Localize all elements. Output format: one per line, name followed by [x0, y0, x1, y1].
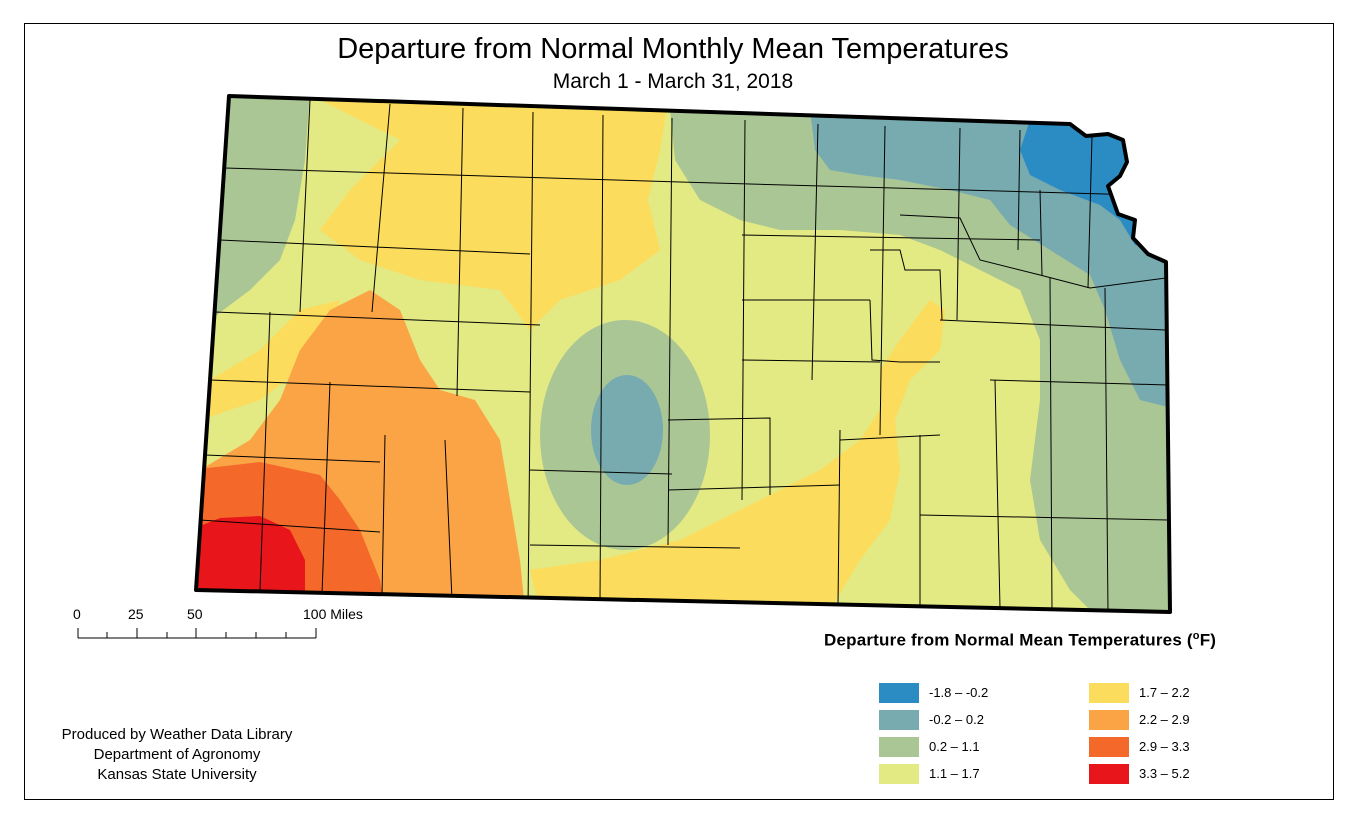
- legend-title-text: Departure from Normal Mean Temperatures …: [824, 630, 1193, 650]
- map-title: Departure from Normal Monthly Mean Tempe…: [337, 33, 1009, 65]
- legend-label: -1.8 – -0.2: [929, 685, 989, 700]
- legend-unit: F): [1199, 630, 1217, 650]
- legend-degree-symbol: o: [1192, 630, 1200, 642]
- legend-label: 3.3 – 5.2: [1139, 766, 1190, 781]
- legend-swatch: [1089, 683, 1129, 703]
- zone-1-7-to-2-2-north: [300, 96, 670, 330]
- legend-swatch: [879, 764, 919, 784]
- credit-line-university: Kansas State University: [97, 766, 257, 783]
- zone-3-3-to-5-2: [196, 516, 305, 600]
- legend-title: Departure from Normal Mean Temperatures …: [824, 630, 1216, 651]
- scale-bar: [77, 628, 317, 639]
- legend-label: 1.7 – 2.2: [1139, 685, 1190, 700]
- legend-swatch: [879, 710, 919, 730]
- zone-neg-0-2-to-0-2-central: [591, 375, 663, 485]
- legend-swatch: [1089, 764, 1129, 784]
- legend-swatch: [879, 737, 919, 757]
- legend-label: 2.2 – 2.9: [1139, 712, 1190, 727]
- county-lines: [199, 99, 1169, 612]
- scale-label-100-miles: 100 Miles: [303, 606, 363, 622]
- credit-block: Produced by Weather Data Library Departm…: [38, 725, 316, 785]
- legend-label: 1.1 – 1.7: [929, 766, 980, 781]
- legend-label: -0.2 – 0.2: [929, 712, 984, 727]
- kansas-state-outline: [194, 94, 1172, 614]
- zone-1-7-to-2-2-west: [200, 300, 340, 420]
- scale-label-50: 50: [187, 606, 203, 622]
- zone-1-7-to-2-2-south: [530, 300, 945, 610]
- credit-line-producer: Produced by Weather Data Library: [61, 726, 293, 743]
- legend-swatch: [1089, 710, 1129, 730]
- legend-label: 2.9 – 3.3: [1139, 739, 1190, 754]
- scale-label-25: 25: [128, 606, 144, 622]
- credit-line-department: Department of Agronomy: [93, 746, 261, 763]
- legend-label: 0.2 – 1.1: [929, 739, 980, 754]
- legend-swatch: [1089, 737, 1129, 757]
- legend-swatch: [879, 683, 919, 703]
- scale-label-0: 0: [73, 606, 81, 622]
- map-subtitle: March 1 - March 31, 2018: [552, 70, 794, 93]
- map-frame: [24, 23, 1334, 800]
- temperature-zones: [196, 96, 1170, 612]
